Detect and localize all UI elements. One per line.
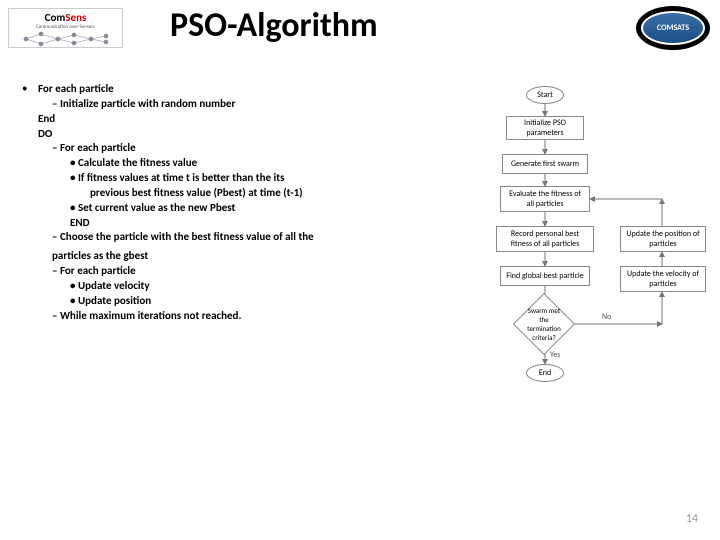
algorithm-text: For each particle – Initialize particle … bbox=[22, 82, 452, 324]
flowchart: Start Initialize PSO parameters Generate f… bbox=[462, 86, 710, 416]
algo-line: – While maximum iterations not reached. bbox=[52, 309, 452, 324]
comsats-logo: COMSATS bbox=[636, 6, 710, 50]
algo-line: particles as the gbest bbox=[52, 249, 452, 264]
algo-line: – Choose the particle with the best fitn… bbox=[52, 230, 452, 245]
flow-node-upos: Update the position of particles bbox=[620, 226, 706, 252]
algo-line: END bbox=[70, 216, 452, 231]
flow-node-swarm: Generate first swarm bbox=[502, 154, 588, 174]
algo-line: DO bbox=[38, 127, 452, 142]
flow-node-init: Initialize PSO parameters bbox=[506, 116, 584, 140]
page-number: 14 bbox=[686, 512, 698, 526]
flow-node-eval: Evaluate the fitness of all particles bbox=[500, 186, 590, 212]
algo-line: End bbox=[38, 112, 452, 127]
comsats-logo-text: COMSATS bbox=[641, 11, 705, 45]
edge-label: Yes bbox=[550, 350, 560, 360]
comsens-logo: ComSens Communication over Sensors bbox=[8, 8, 123, 48]
algo-line: • Update position bbox=[70, 294, 452, 309]
algo-line: – For each particle bbox=[52, 141, 452, 156]
network-icon bbox=[16, 30, 116, 48]
algo-line: – Initialize particle with random number bbox=[52, 97, 452, 112]
flow-node-pbest: Record personal best fitness of all part… bbox=[496, 226, 594, 252]
slide-title: PSO-Algorithm bbox=[170, 5, 378, 46]
algo-line: previous best fitness value (Pbest) at t… bbox=[90, 186, 452, 201]
algo-line: • If fitness values at time t is better … bbox=[70, 171, 452, 186]
flow-node-gbest: Find global best particle bbox=[500, 266, 590, 286]
algo-line: – For each particle bbox=[52, 264, 452, 279]
slide-header: ComSens Communication over Sensors PSO-A… bbox=[0, 0, 720, 60]
flow-node-start: Start bbox=[526, 86, 564, 104]
algo-line: For each particle bbox=[38, 82, 452, 97]
flow-node-end: End bbox=[526, 364, 564, 382]
logo-brand-2: Sens bbox=[65, 11, 86, 24]
algo-line: • Calculate the fitness value bbox=[70, 156, 452, 171]
algo-line: • Update velocity bbox=[70, 279, 452, 294]
algo-line: • Set current value as the new Pbest bbox=[70, 201, 452, 216]
logo-brand-1: Com bbox=[45, 11, 66, 24]
edge-label: No bbox=[602, 312, 611, 322]
flow-node-uvel: Update the velocity of particles bbox=[620, 266, 706, 292]
